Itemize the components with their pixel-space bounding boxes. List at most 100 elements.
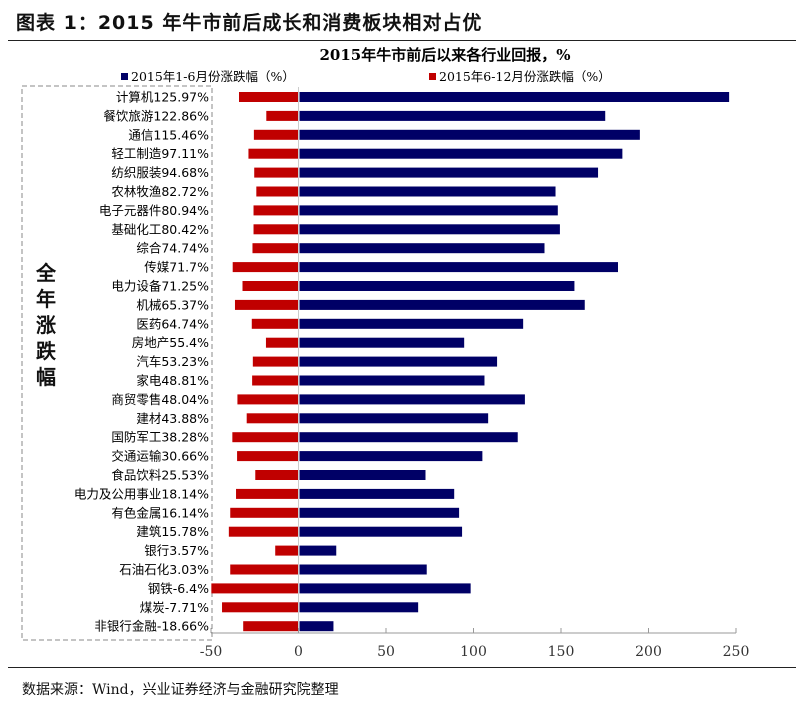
bar-h2 <box>252 243 299 254</box>
category-label: 农林牧渔82.72% <box>111 184 209 199</box>
bar-h2 <box>253 129 299 140</box>
bar-h2 <box>246 413 299 424</box>
x-axis: -50 0 50 100 150 200 250 <box>200 87 750 660</box>
category-label: 房地产55.4% <box>132 335 209 350</box>
bar-h1 <box>299 337 465 348</box>
category-label: 通信115.46% <box>128 127 209 142</box>
bar-h1 <box>299 299 585 310</box>
category-label: 医药64.74% <box>136 316 209 331</box>
bar-h2 <box>256 186 299 197</box>
category-label: 综合74.74% <box>136 241 209 256</box>
x-tick-label: 50 <box>377 644 395 660</box>
category-label: 银行3.57% <box>144 543 209 558</box>
legend-swatch-h1 <box>121 73 128 80</box>
bar-h2 <box>254 167 299 178</box>
bar-h2 <box>255 470 299 480</box>
category-label: 石油石化3.03% <box>119 562 209 577</box>
source-note: 数据来源：Wind，兴业证券经济与金融研究院整理 <box>22 682 339 698</box>
x-tick-label: 150 <box>548 644 575 660</box>
category-label: 建材43.88% <box>136 411 209 426</box>
bar-h2 <box>230 507 299 518</box>
bar-h2 <box>239 92 299 102</box>
bar-h1 <box>299 470 426 480</box>
bar-h1 <box>299 356 498 367</box>
legend-label-h1: 2015年1-6月份涨跌幅（%） <box>131 69 295 84</box>
bar-h2 <box>253 205 299 216</box>
bar-h1 <box>299 507 460 518</box>
category-label: 基础化工80.42% <box>111 222 209 237</box>
bar-h2 <box>243 621 299 632</box>
figure-title: 图表 1：2015 年牛市前后成长和消费板块相对占优 <box>16 12 483 34</box>
legend: 2015年1-6月份涨跌幅（%） 2015年6-12月份涨跌幅（%） <box>121 69 611 84</box>
bar-h2 <box>252 356 299 367</box>
bar-h1 <box>299 545 337 556</box>
category-label: 有色金属16.14% <box>111 505 209 520</box>
bar-h2 <box>230 564 299 575</box>
bar-h2 <box>236 488 299 499</box>
chart-title: 2015年牛市前后以来各行业回报，% <box>319 46 570 64</box>
category-label: 电力设备71.25% <box>111 279 209 294</box>
category-label: 机械65.37% <box>136 297 209 312</box>
bar-h2 <box>234 299 299 310</box>
x-tick-label: 0 <box>294 644 303 660</box>
category-label: 家电48.81% <box>136 373 209 388</box>
bar-h1 <box>299 129 640 140</box>
bar-h1 <box>299 602 419 613</box>
category-label: 煤炭-7.71% <box>140 600 209 615</box>
bar-h2 <box>275 545 299 556</box>
bar-h1 <box>299 621 334 632</box>
bar-h1 <box>299 92 730 102</box>
bar-h2 <box>266 110 299 121</box>
category-label: 交通运输30.66% <box>111 449 209 464</box>
category-label: 电力及公用事业18.14% <box>74 486 209 501</box>
bar-h1 <box>299 110 606 121</box>
category-label: 建筑15.78% <box>136 524 209 539</box>
bar-h1 <box>299 243 545 254</box>
bar-h2 <box>253 224 299 235</box>
bar-h2 <box>211 583 299 594</box>
bar-h2 <box>248 148 299 159</box>
bar-h1 <box>299 564 427 575</box>
bar-h1 <box>299 224 560 235</box>
category-label: 钢铁-6.4% <box>148 581 209 596</box>
bar-h2 <box>237 451 299 462</box>
bar-h1 <box>299 526 463 537</box>
bar-h2 <box>251 318 299 329</box>
bar-h2 <box>242 281 299 291</box>
bar-h2 <box>232 432 299 443</box>
bar-h1 <box>299 432 518 443</box>
bar-h2 <box>232 262 299 273</box>
bar-h1 <box>299 375 485 386</box>
bar-h1 <box>299 262 618 273</box>
category-label: 汽车53.23% <box>136 354 209 369</box>
category-label: 餐饮旅游122.86% <box>103 108 209 123</box>
legend-label-h2: 2015年6-12月份涨跌幅（%） <box>439 69 611 84</box>
x-tick-label: 200 <box>635 644 662 660</box>
bar-h1 <box>299 394 525 405</box>
bar-h2 <box>228 526 299 537</box>
category-label-box <box>21 85 213 641</box>
category-label: 国防军工38.28% <box>111 430 209 445</box>
category-label: 食品饮料25.53% <box>111 468 209 483</box>
category-label: 传媒71.7% <box>144 260 209 275</box>
bar-h1 <box>299 148 623 159</box>
category-label: 计算机125.97% <box>116 90 209 105</box>
bar-h2 <box>265 337 299 348</box>
bar-h2 <box>222 602 299 613</box>
x-tick-label: 250 <box>723 644 750 660</box>
bar-h1 <box>299 413 489 424</box>
bar-h1 <box>299 186 556 197</box>
bar-h1 <box>299 318 524 329</box>
side-label: 全年涨跌幅 <box>36 261 56 389</box>
category-label: 电子元器件80.94% <box>99 203 209 218</box>
bar-h1 <box>299 167 599 178</box>
bar-h1 <box>299 205 558 216</box>
title-rule <box>8 40 796 41</box>
bar-h1 <box>299 583 471 594</box>
x-tick-label: -50 <box>200 644 223 660</box>
bar-h1 <box>299 451 483 462</box>
bar-h1 <box>299 488 455 499</box>
bar-h1 <box>299 281 575 291</box>
category-label: 轻工制造97.11% <box>111 146 209 161</box>
